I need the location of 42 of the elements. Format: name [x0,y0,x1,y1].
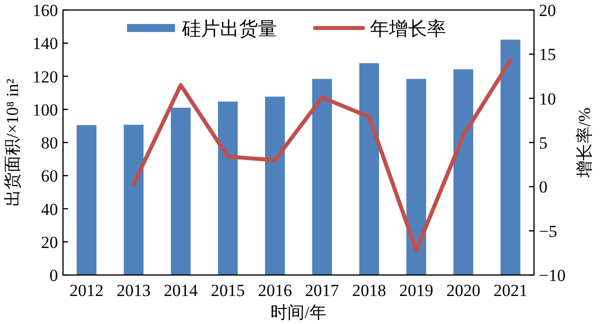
bar [453,69,474,275]
x-axis-title: 时间/年 [270,303,326,322]
y-tick-label: 120 [32,67,58,86]
y-tick-label: 0 [50,266,58,285]
y2-tick-label: 20 [539,1,556,20]
y2-axis-title: 增长率/% [575,108,594,178]
legend-label: 硅片出货量 [181,19,277,40]
bar [312,78,332,275]
bar [406,78,426,275]
y-tick-label: 20 [41,232,58,252]
bar [359,63,380,275]
line-series [132,58,512,252]
x-tick-label: 2012 [70,281,104,300]
x-tick-label: 2017 [305,281,340,300]
bar [124,124,144,275]
bar [265,96,285,275]
bar [76,125,96,275]
y-tick-label: 80 [41,134,58,152]
x-tick-label: 2018 [352,281,386,300]
y2-tick-label: 5 [539,134,548,152]
y-tick-label: 40 [41,200,58,219]
x-tick-label: 2013 [116,281,151,300]
y-tick-label: 60 [41,166,58,186]
x-tick-label: 2020 [446,281,480,300]
y-tick-label: 140 [32,34,58,54]
x-tick-label: 2019 [399,281,434,300]
y2-tick-label: 10 [539,89,556,108]
y2-tick-label: 0 [539,178,548,197]
y-tick-label: 160 [32,1,58,20]
y2-tick-label: −5 [539,222,558,241]
x-tick-label: 2015 [210,281,245,300]
y2-tick-label: 15 [539,45,556,64]
bar [170,108,191,275]
bar [218,102,238,275]
y-tick-label: 100 [32,100,58,120]
legend-label: 年增长率 [370,18,446,40]
bar [500,40,520,275]
x-tick-label: 2021 [493,281,528,300]
y2-tick-label: −10 [539,266,566,285]
x-tick-label: 2014 [164,281,198,300]
y-axis-title: 出货面积/×10⁸ in² [3,78,22,206]
x-tick-label: 2016 [258,281,292,300]
